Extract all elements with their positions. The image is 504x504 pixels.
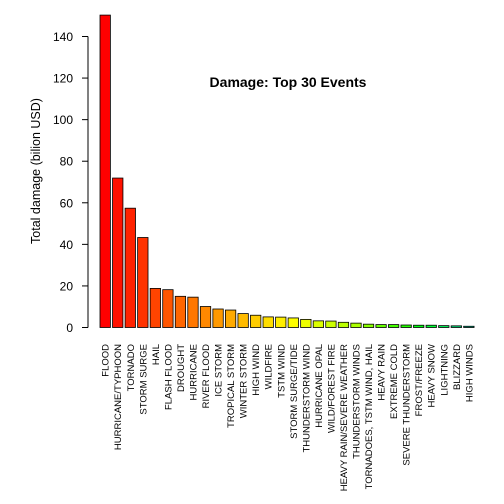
bar-heavy-rain (375, 324, 387, 328)
bar-thunderstorm-winds (350, 322, 362, 328)
x-axis-labels: FLOOD HURRICANE/TYPHOON TORNADO STORM SURGE… (101, 344, 476, 491)
bar-storm-surge-tide (287, 317, 299, 328)
bar-drought (174, 295, 187, 328)
y-tick-label: 60 (60, 196, 74, 210)
x-category-label: HEAVY SNOW (427, 344, 438, 408)
bar-heavy-snow (425, 324, 437, 328)
x-category-label: HAIL (151, 344, 162, 365)
bar-frost-freeze (413, 324, 425, 328)
x-category-label: HURRICANE/TYPHOON (113, 344, 124, 450)
bar-extreme-cold (388, 324, 400, 328)
y-tick-label: 120 (53, 72, 73, 86)
bar-flash-flood (162, 289, 174, 328)
bar-storm-surge (137, 237, 149, 328)
y-tick-label: 80 (60, 155, 74, 169)
y-tick-label: 140 (53, 30, 73, 44)
bar-high-winds (463, 325, 475, 328)
x-category-label: THUNDERSTORM WINDS (352, 344, 363, 459)
bar-high-wind (250, 314, 262, 328)
x-category-label: HEAVY RAIN (377, 344, 388, 401)
bar-flood (99, 14, 111, 328)
bar-tornadoes-tstm-wind-hail (362, 323, 375, 328)
y-tick-label: 40 (60, 238, 74, 252)
x-category-label: HEAVY RAIN/SEVERE WEATHER (339, 344, 350, 491)
bar-wildfire (262, 316, 274, 328)
x-category-label: TSTM WIND (276, 344, 287, 398)
x-category-label: LIGHTNING (439, 344, 450, 396)
bar-tstm-wind (275, 316, 287, 328)
x-category-label: TORNADOES, TSTM WIND, HAIL (364, 344, 375, 489)
bar-tornado (124, 207, 136, 328)
bar-hail (149, 288, 161, 328)
bar-blizzard (450, 325, 462, 328)
bar-severe-thunderstorm (400, 324, 412, 328)
bars-group (99, 14, 475, 328)
x-category-label: SEVERE THUNDERSTORM (402, 344, 413, 466)
bar-lightning (438, 325, 450, 328)
x-category-label: TROPICAL STORM (226, 344, 237, 428)
x-category-label: HURRICANE OPAL (314, 344, 325, 428)
x-category-label: WILD/FOREST FIRE (326, 344, 337, 433)
x-category-label: BLIZZARD (452, 344, 463, 390)
x-category-label: RIVER FLOOD (201, 344, 212, 409)
x-category-label: THUNDERSTORM WIND (301, 344, 312, 453)
bar-hurricane-typhoon (112, 177, 124, 328)
x-category-label: FLOOD (101, 344, 112, 377)
x-category-label: WINTER STORM (239, 344, 250, 418)
x-category-label: STORM SURGE/TIDE (289, 344, 300, 439)
bar-thunderstorm-wind (300, 318, 312, 328)
x-category-label: ICE STORM (214, 344, 225, 397)
x-category-label: WILDFIRE (264, 344, 275, 389)
bar-wild-forest-fire (325, 320, 337, 328)
bar-winter-storm (237, 313, 249, 328)
bar-heavy-rain-severe-weather (337, 321, 350, 328)
y-axis-title: Total damage (bilion USD) (29, 98, 43, 244)
x-category-label: HIGH WINDS (464, 344, 475, 402)
x-category-label: FLASH FLOOD (163, 344, 174, 410)
x-category-label: DROUGHT (176, 344, 187, 392)
x-category-label: FROST/FREEZE (414, 344, 425, 416)
x-category-label: TORNADO (126, 344, 137, 391)
bar-hurricane (187, 296, 199, 328)
bar-hurricane-opal (312, 320, 324, 328)
x-category-label: HURRICANE (188, 344, 199, 400)
y-tick-label: 0 (66, 321, 73, 335)
x-category-label: STORM SURGE (138, 344, 149, 415)
x-category-label: EXTREME COLD (389, 344, 400, 419)
x-category-label: HIGH WIND (251, 344, 262, 396)
chart-title: Damage: Top 30 Events (210, 74, 367, 90)
bar-ice-storm (212, 308, 224, 328)
y-tick-label: 20 (60, 279, 74, 293)
y-axis: 0 20 40 60 80 100 120 140 (53, 30, 89, 335)
y-tick-label: 100 (53, 113, 73, 127)
bar-river-flood (199, 306, 212, 328)
bar-tropical-storm (224, 309, 237, 328)
